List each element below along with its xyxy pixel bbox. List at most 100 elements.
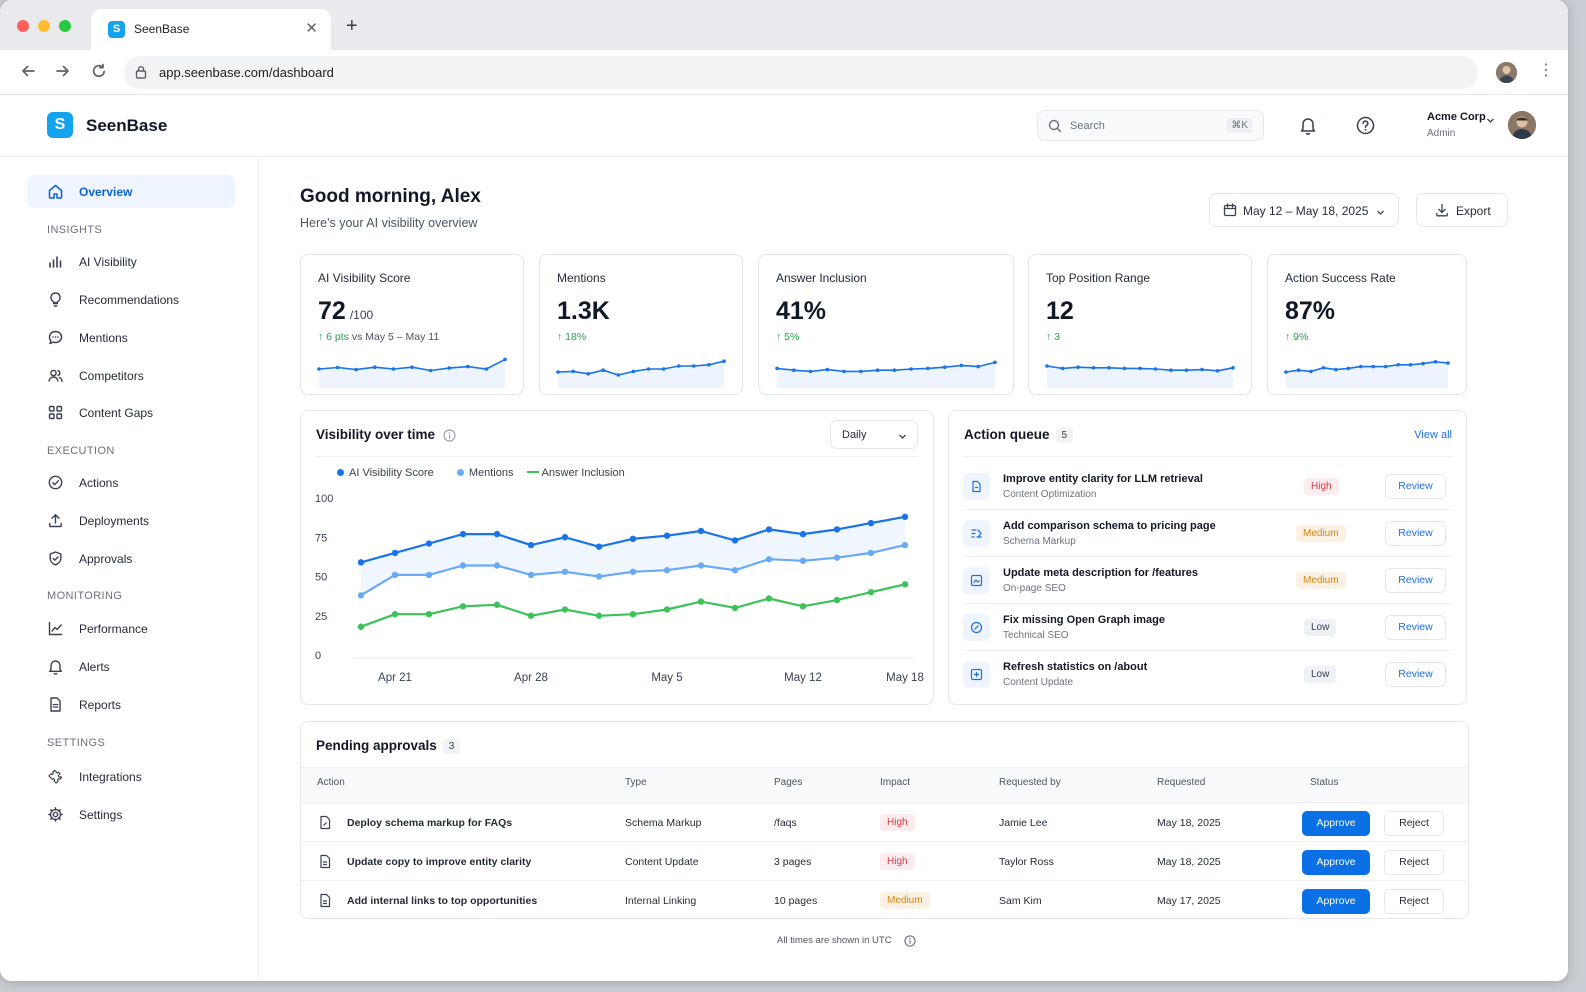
review-button[interactable]: Review xyxy=(1385,474,1446,499)
series-point xyxy=(731,537,739,544)
sparkline-point xyxy=(1296,368,1301,372)
page-subtitle: Here's your AI visibility overview xyxy=(300,216,478,230)
review-button[interactable]: Review xyxy=(1385,521,1446,546)
date-range-picker[interactable]: May 12 – May 18, 2025 xyxy=(1209,193,1399,227)
series-point xyxy=(493,601,501,608)
sidebar-item-label: Performance xyxy=(79,622,148,636)
series-point xyxy=(731,567,739,574)
window-close-dot[interactable] xyxy=(17,20,29,32)
kpi-card[interactable]: Action Success Rate 87% ↑ 9% xyxy=(1267,254,1467,395)
window-maximize-dot[interactable] xyxy=(59,20,71,32)
chat-bubble-icon xyxy=(48,330,63,345)
sidebar-item-overview[interactable]: Overview xyxy=(27,175,235,208)
sidebar-item-competitors[interactable]: Competitors xyxy=(27,359,235,392)
document-icon xyxy=(318,893,332,913)
user-avatar[interactable] xyxy=(1508,111,1536,139)
browser-window: S SeenBase ✕ + app.seenbase.com/dashboar… xyxy=(0,0,1568,981)
sidebar-section-insights: INSIGHTS xyxy=(47,224,103,236)
kpi-card[interactable]: Mentions 1.3K ↑ 18% xyxy=(539,254,743,395)
info-icon[interactable] xyxy=(443,429,456,447)
approve-button[interactable]: Approve xyxy=(1302,811,1370,836)
reject-button[interactable]: Reject xyxy=(1384,850,1444,875)
sidebar-section-settings: SETTINGS xyxy=(47,737,106,749)
action-queue-item[interactable]: Add comparison schema to pricing page Sc… xyxy=(963,510,1453,557)
series-point xyxy=(867,549,875,557)
x-tick-label: May 18 xyxy=(886,672,924,684)
series-point xyxy=(527,571,535,579)
new-tab-icon[interactable]: + xyxy=(346,15,358,37)
org-switcher[interactable]: Acme Corp xyxy=(1427,111,1486,123)
sparkline-point xyxy=(616,373,621,377)
download-icon xyxy=(1435,203,1449,220)
sidebar-item-mentions[interactable]: Mentions xyxy=(27,321,235,354)
view-all-link[interactable]: View all xyxy=(1414,429,1452,441)
approve-button[interactable]: Approve xyxy=(1302,850,1370,875)
brand-name[interactable]: SeenBase xyxy=(86,116,168,135)
action-queue-item[interactable]: Fix missing Open Graph image Technical S… xyxy=(963,604,1453,651)
window-minimize-dot[interactable] xyxy=(38,20,50,32)
address-bar[interactable]: app.seenbase.com/dashboard xyxy=(124,56,1478,89)
divider xyxy=(963,456,1453,457)
export-button[interactable]: Export xyxy=(1416,193,1508,227)
series-point xyxy=(629,610,637,618)
row-requested-by: Sam Kim xyxy=(999,895,1042,907)
action-title: Update meta description for /features xyxy=(1003,567,1198,579)
reject-button[interactable]: Reject xyxy=(1384,811,1444,836)
kpi-card[interactable]: Top Position Range 12 ↑ 3 xyxy=(1028,254,1252,395)
review-button[interactable]: Review xyxy=(1385,568,1446,593)
back-icon[interactable] xyxy=(19,62,37,85)
browser-menu-icon[interactable]: ⋮ xyxy=(1538,62,1554,79)
sidebar-item-deployments[interactable]: Deployments xyxy=(27,504,235,537)
approve-button[interactable]: Approve xyxy=(1302,889,1370,914)
visibility-line-chart: 100 75 50 25 0 Apr 21 Apr 28 May 5 May 12 May 18 xyxy=(315,493,924,684)
sidebar-item-reports[interactable]: Reports xyxy=(27,688,235,721)
sidebar-item-approvals[interactable]: Approvals xyxy=(27,542,235,575)
search-input[interactable]: Search ⌘K xyxy=(1037,110,1264,141)
sparkline-point xyxy=(875,368,880,372)
forward-icon[interactable] xyxy=(54,62,72,85)
sidebar-item-alerts[interactable]: Alerts xyxy=(27,650,235,683)
calendar-icon xyxy=(1223,203,1237,220)
sparkline-point xyxy=(317,367,321,371)
sidebar-item-content-gaps[interactable]: Content Gaps xyxy=(27,396,235,429)
kpi-card[interactable]: AI Visibility Score 72/100 ↑ 6 pts vs Ma… xyxy=(300,254,524,395)
home-icon xyxy=(48,184,63,199)
granularity-select[interactable]: Daily xyxy=(830,420,918,449)
seenbase-logo-icon[interactable]: S xyxy=(47,112,73,138)
sidebar-item-ai-visibility[interactable]: AI Visibility xyxy=(27,245,235,278)
row-action: Deploy schema markup for FAQs xyxy=(347,817,513,829)
sidebar-item-actions[interactable]: Actions xyxy=(27,466,235,499)
review-button[interactable]: Review xyxy=(1385,615,1446,640)
browser-toolbar: app.seenbase.com/dashboard ⋮ xyxy=(0,50,1568,95)
sidebar-item-recommendations[interactable]: Recommendations xyxy=(27,283,235,316)
review-button[interactable]: Review xyxy=(1385,662,1446,687)
reject-button[interactable]: Reject xyxy=(1384,889,1444,914)
help-icon[interactable] xyxy=(1356,116,1375,140)
close-tab-icon[interactable]: ✕ xyxy=(305,20,318,37)
action-queue-item[interactable]: Refresh statistics on /about Content Upd… xyxy=(963,651,1453,698)
browser-tab[interactable]: S SeenBase ✕ xyxy=(91,9,331,50)
bell-icon[interactable] xyxy=(1299,116,1317,140)
info-icon[interactable] xyxy=(904,934,916,952)
row-requested-date: May 18, 2025 xyxy=(1157,817,1221,829)
series-line xyxy=(360,583,906,628)
action-queue-item[interactable]: Improve entity clarity for LLM retrieval… xyxy=(963,463,1453,510)
sidebar-item-settings[interactable]: Settings xyxy=(27,798,235,831)
series-point xyxy=(561,568,569,575)
series-point xyxy=(867,589,875,596)
sidebar-item-integrations[interactable]: Integrations xyxy=(27,760,235,793)
sparkline-point xyxy=(1358,364,1363,369)
kpi-card[interactable]: Answer Inclusion 41% ↑ 5% xyxy=(758,254,1014,395)
date-range-label: May 12 – May 18, 2025 xyxy=(1243,204,1369,218)
action-category: Content Update xyxy=(1003,677,1074,688)
sidebar-item-performance[interactable]: Performance xyxy=(27,612,235,645)
browser-profile-avatar[interactable] xyxy=(1496,62,1517,83)
sidebar-item-label: Competitors xyxy=(79,369,144,383)
sparkline-point xyxy=(1169,368,1173,372)
sparkline-point xyxy=(661,367,666,371)
row-pages: 10 pages xyxy=(774,895,818,907)
reload-icon[interactable] xyxy=(90,62,108,85)
chevron-down-icon[interactable] xyxy=(1486,112,1495,130)
action-queue-item[interactable]: Update meta description for /features On… xyxy=(963,557,1453,604)
kpi-label: Mentions xyxy=(557,271,606,285)
